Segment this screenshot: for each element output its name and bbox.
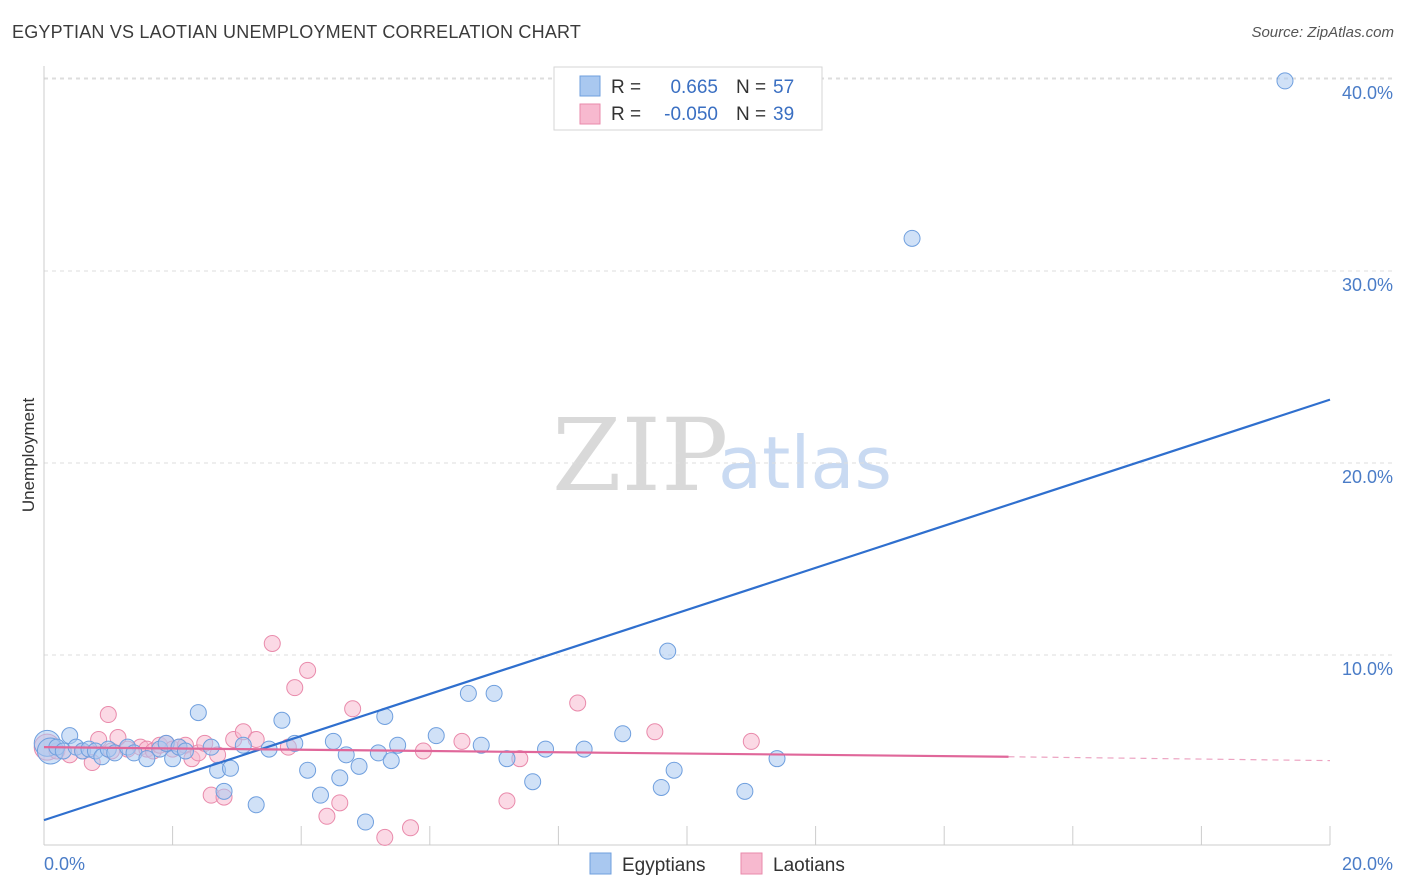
egyptians-point (331, 769, 349, 787)
y-tick-label: 40.0% (1342, 83, 1393, 103)
y-axis-label: Unemployment (19, 398, 38, 513)
egyptians-point (221, 759, 239, 777)
x-tick-label-max: 20.0% (1342, 854, 1393, 874)
watermark-zip: ZIP (552, 397, 728, 514)
laotians-point (99, 706, 117, 724)
x-axis-ticks (43, 826, 1331, 845)
egyptians-point (311, 786, 329, 804)
egyptians-point (498, 750, 516, 768)
legend-n-label-egyptians: N = (736, 77, 766, 98)
laotians-point (344, 700, 362, 718)
legend-swatch-laotians (579, 103, 601, 125)
egyptians-point (324, 732, 342, 750)
laotians-trend-extension (1008, 756, 1331, 762)
series-legend-label-laotians: Laotians (773, 855, 845, 876)
laotians-point (646, 723, 664, 741)
legend-swatch-egyptians (579, 75, 601, 97)
egyptians-point (537, 740, 555, 758)
laotians-point (263, 634, 281, 652)
laotians-point (286, 679, 304, 697)
egyptians-point (299, 761, 317, 779)
egyptians-point (176, 742, 194, 760)
egyptians-point (273, 711, 291, 729)
laotians-point (331, 794, 349, 812)
egyptians-point (234, 736, 252, 754)
egyptians-point (575, 740, 593, 758)
legend-r-value-laotians: -0.050 (664, 104, 718, 125)
egyptians-point (138, 750, 156, 768)
laotians-point (453, 732, 471, 750)
egyptians-point (768, 750, 786, 768)
series-legend-swatch-laotians (740, 852, 763, 875)
egyptians-point (485, 684, 503, 702)
y-tick-label: 30.0% (1342, 275, 1393, 295)
y-tick-label: 20.0% (1342, 467, 1393, 487)
chart-title: EGYPTIAN VS LAOTIAN UNEMPLOYMENT CORRELA… (12, 22, 582, 42)
egyptians-point (659, 642, 677, 660)
legend-r-label-laotians: R = (611, 104, 641, 125)
legend-n-label-laotians: N = (736, 104, 766, 125)
egyptians-point (382, 752, 400, 770)
laotians-trend-line (43, 746, 1009, 758)
egyptians-point (350, 757, 368, 775)
x-tick-label-min: 0.0% (44, 854, 85, 874)
laotians-point (318, 807, 336, 825)
series-legend-label-egyptians: Egyptians (622, 855, 705, 876)
egyptians-point (903, 229, 921, 247)
egyptians-point (459, 684, 477, 702)
laotians-point (299, 661, 317, 679)
egyptians-point (665, 761, 683, 779)
egyptians-point (215, 782, 233, 800)
egyptians-point (472, 736, 490, 754)
egyptians-point (247, 796, 265, 814)
egyptians-point (1276, 72, 1294, 90)
laotians-point (402, 819, 420, 837)
egyptians-point (389, 736, 407, 754)
laotians-point (376, 828, 394, 846)
egyptians-point (736, 782, 754, 800)
egyptians-point (524, 773, 542, 791)
legend-r-value-egyptians: 0.665 (670, 77, 718, 98)
correlation-legend: R = 0.665 N = 57 R = -0.050 N = 39 (553, 66, 823, 131)
egyptians-point (369, 744, 387, 762)
legend-n-value-laotians: 39 (773, 104, 794, 125)
egyptians-points (33, 72, 1294, 831)
series-legend-swatch-egyptians (589, 852, 612, 875)
y-tick-label: 10.0% (1342, 659, 1393, 679)
egyptians-point (357, 813, 374, 831)
egyptians-point (652, 778, 670, 796)
laotians-point (569, 694, 587, 712)
series-legend: Egyptians Laotians (589, 852, 845, 876)
source-credit: Source: ZipAtlas.com (1251, 24, 1394, 41)
legend-r-label-egyptians: R = (611, 77, 641, 98)
trend-lines (43, 398, 1331, 822)
gridlines (44, 77, 1395, 656)
y-tick-labels: 10.0% 20.0% 30.0% 40.0% (1342, 83, 1393, 679)
laotians-point (742, 732, 760, 750)
legend-n-value-egyptians: 57 (773, 77, 794, 98)
egyptians-point (614, 725, 632, 743)
egyptians-point (427, 727, 445, 745)
egyptians-point (189, 704, 207, 722)
laotians-point (498, 792, 516, 810)
egyptians-point (202, 738, 220, 756)
